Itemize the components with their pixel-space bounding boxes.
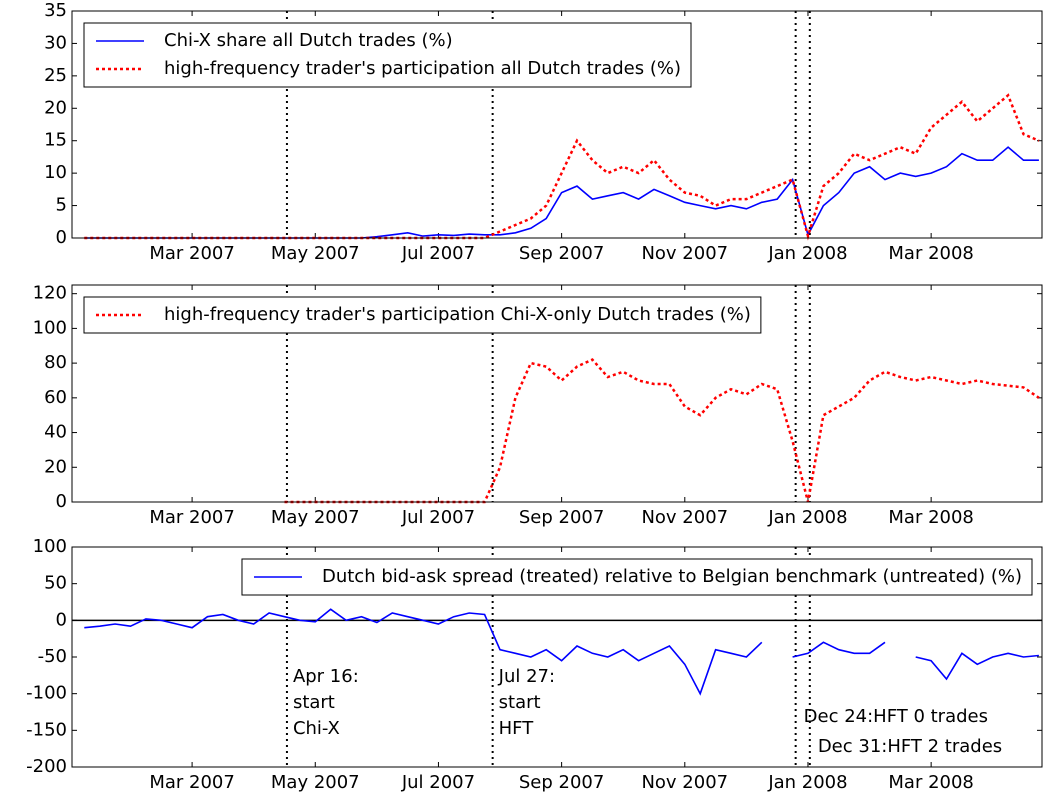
y-tick-label: -150 — [26, 719, 67, 740]
annotation: Apr 16: — [293, 666, 359, 687]
x-tick-label: Mar 2008 — [888, 243, 974, 264]
y-tick-label: 30 — [44, 32, 67, 53]
legend: Dutch bid-ask spread (treated) relative … — [241, 558, 1033, 596]
y-tick-label: 20 — [44, 456, 67, 477]
y-tick-label: 50 — [44, 573, 67, 594]
series-line — [84, 608, 1039, 696]
x-tick-label: Jul 2007 — [401, 243, 475, 264]
annotation: start — [293, 692, 335, 713]
axes-frame — [71, 10, 1043, 239]
y-tick-label: -50 — [38, 646, 67, 667]
legend-label: Dutch bid-ask spread (treated) relative … — [322, 566, 1022, 587]
series-line — [84, 146, 1039, 239]
x-tick-label: Mar 2007 — [149, 772, 235, 793]
annotation: HFT — [499, 718, 535, 739]
y-tick-label: 15 — [44, 130, 67, 151]
x-tick-label: Sep 2007 — [519, 243, 604, 264]
annotation: Dec 24:HFT 0 trades — [804, 706, 988, 727]
axes-frame — [71, 284, 1043, 503]
x-tick-label: Nov 2007 — [641, 507, 728, 528]
y-tick-label: 120 — [33, 283, 67, 304]
x-tick-label: May 2007 — [271, 772, 360, 793]
y-tick-label: -200 — [26, 756, 67, 777]
annotation: Jul 27: — [498, 666, 555, 687]
y-tick-label: 35 — [44, 0, 67, 21]
y-tick-label: 0 — [56, 491, 67, 512]
legend-box — [241, 558, 1033, 596]
x-tick-label: May 2007 — [271, 243, 360, 264]
y-tick-label: 100 — [33, 536, 67, 557]
y-tick-label: 40 — [44, 422, 67, 443]
x-tick-label: Sep 2007 — [519, 772, 604, 793]
x-tick-label: Jul 2007 — [401, 507, 475, 528]
x-tick-label: Jan 2008 — [767, 772, 847, 793]
x-tick-label: Mar 2008 — [888, 772, 974, 793]
x-tick-label: Mar 2008 — [888, 507, 974, 528]
annotation: Chi-X — [293, 718, 340, 739]
x-tick-label: Sep 2007 — [519, 507, 604, 528]
legend: high-frequency trader's participation Ch… — [83, 296, 762, 334]
y-tick-label: 60 — [44, 387, 67, 408]
y-tick-label: 100 — [33, 317, 67, 338]
annotation: Dec 31:HFT 2 trades — [818, 736, 1002, 757]
x-tick-label: Jan 2008 — [767, 243, 847, 264]
legend-label: high-frequency trader's participation al… — [164, 58, 681, 79]
x-tick-label: Mar 2007 — [149, 243, 235, 264]
x-tick-label: May 2007 — [271, 507, 360, 528]
legend-box — [83, 296, 762, 334]
y-tick-label: 5 — [56, 195, 67, 216]
y-tick-label: 20 — [44, 97, 67, 118]
y-tick-label: -100 — [26, 683, 67, 704]
x-tick-label: Jan 2008 — [767, 507, 847, 528]
y-tick-label: 25 — [44, 65, 67, 86]
legend-box — [83, 22, 692, 88]
axes-frame — [71, 546, 1043, 768]
annotation: start — [499, 692, 541, 713]
y-tick-label: 80 — [44, 352, 67, 373]
x-tick-label: Jul 2007 — [401, 772, 475, 793]
legend: Chi-X share all Dutch trades (%) high-fre… — [83, 22, 692, 88]
x-tick-label: Nov 2007 — [641, 772, 728, 793]
series-line — [84, 93, 1040, 241]
x-tick-label: Nov 2007 — [641, 243, 728, 264]
y-tick-label: 0 — [56, 609, 67, 630]
series-line — [284, 358, 1040, 504]
legend-label: high-frequency trader's participation Ch… — [164, 304, 751, 325]
x-tick-label: Mar 2007 — [149, 507, 235, 528]
y-tick-label: 10 — [44, 162, 67, 183]
y-tick-label: 0 — [56, 227, 67, 248]
legend-label: Chi-X share all Dutch trades (%) — [164, 30, 453, 51]
